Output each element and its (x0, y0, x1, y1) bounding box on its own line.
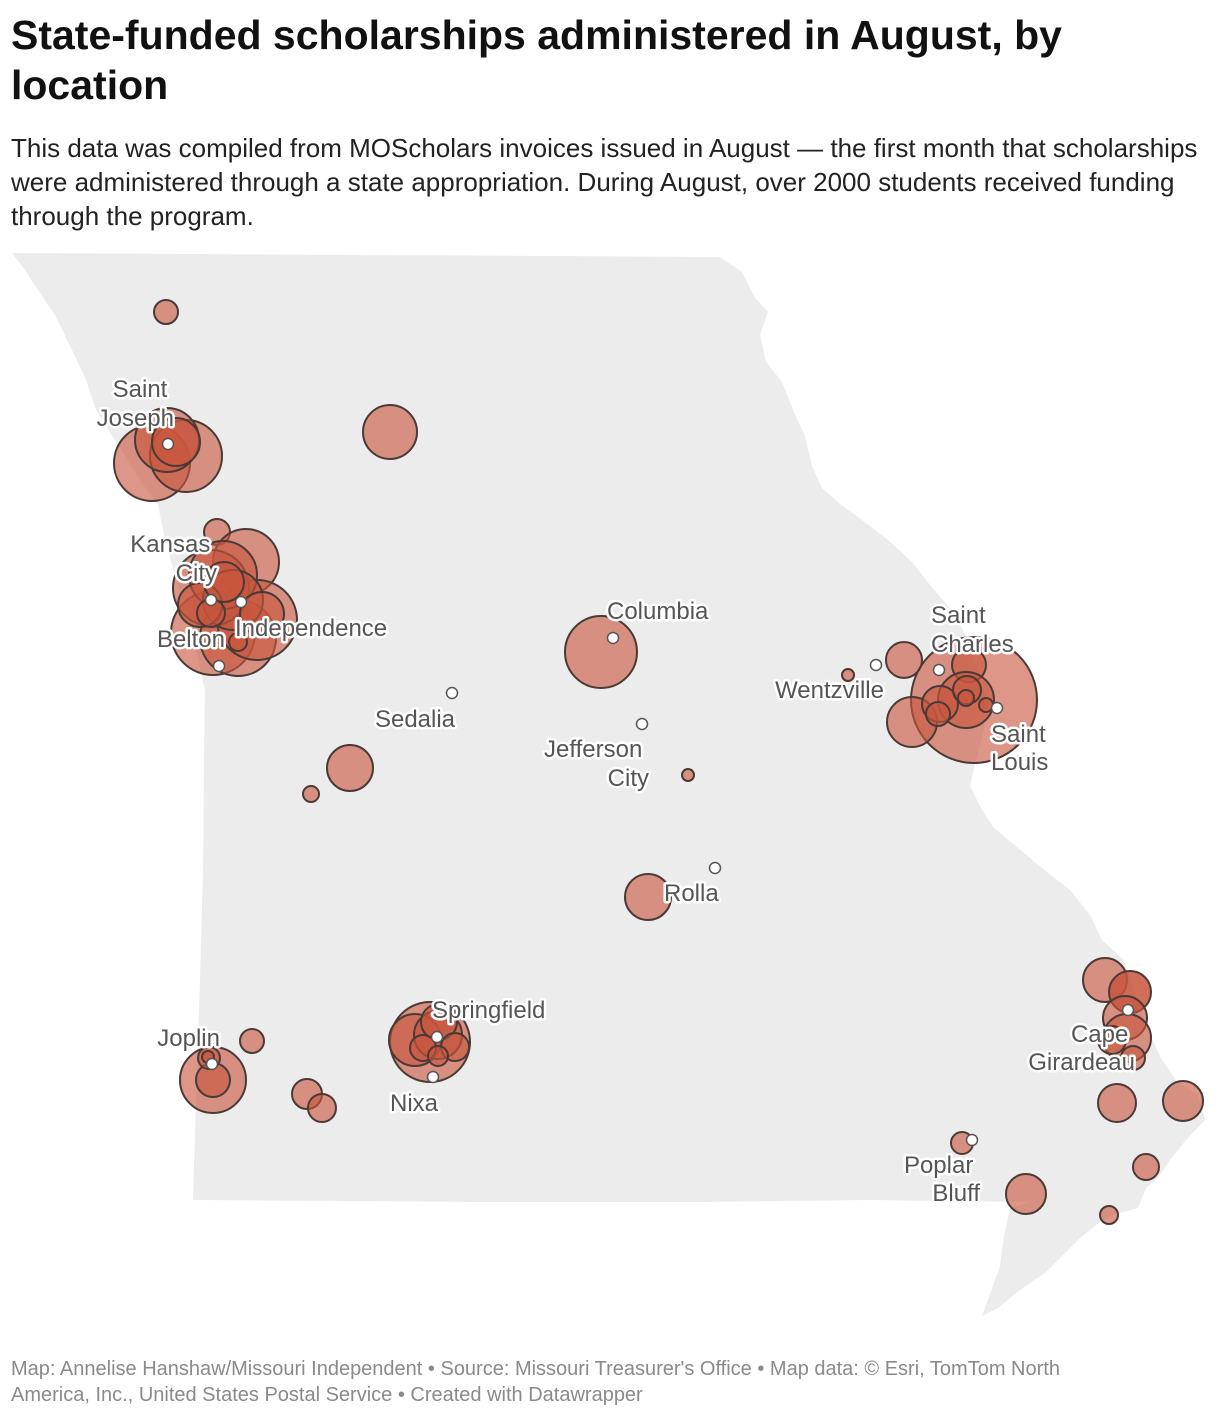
city-marker (990, 701, 1004, 715)
location-bubble[interactable] (326, 744, 374, 792)
city-label-cape-girardeau: Cape Girardeau (1028, 1021, 1135, 1076)
location-bubble[interactable] (427, 1045, 449, 1067)
city-label-poplar-bluff: Poplar Bluff (904, 1152, 980, 1207)
footer-line-credit: Map: Annelise Hanshaw/Missouri Independe… (11, 1358, 1060, 1380)
city-marker (234, 595, 248, 609)
location-bubble[interactable] (362, 404, 418, 460)
city-label-springfield: Springfield (432, 997, 545, 1024)
location-bubble[interactable] (925, 701, 951, 727)
location-bubble[interactable] (302, 785, 320, 803)
city-marker (430, 1030, 444, 1044)
location-bubble[interactable] (1162, 1080, 1204, 1122)
footer-line-data: America, Inc., United States Postal Serv… (11, 1384, 643, 1406)
city-label-kansas-city: Kansas City (130, 531, 217, 587)
location-bubble[interactable] (1005, 1173, 1047, 1215)
location-bubble[interactable] (228, 632, 248, 652)
city-marker (426, 1070, 440, 1084)
city-marker (212, 659, 226, 673)
location-bubble[interactable] (1097, 1083, 1137, 1123)
city-label-joplin: Joplin (157, 1025, 220, 1052)
city-label-saint-louis: Saint Louis (991, 721, 1052, 776)
city-label-sedalia: Sedalia (375, 706, 456, 733)
city-marker (204, 593, 218, 607)
city-label-saint-charles: Saint Charles (931, 602, 1014, 658)
city-label-layer: Saint Joseph Kansas City Independence Be… (94, 374, 1137, 1210)
city-label-belton: Belton (157, 626, 225, 653)
city-marker (635, 717, 649, 731)
city-marker (869, 658, 883, 672)
city-label-saint-joseph: Saint Joseph (97, 376, 174, 432)
city-label-nixa: Nixa (390, 1090, 439, 1117)
city-label-wentzville: Wentzville (775, 677, 884, 704)
city-marker (708, 861, 722, 875)
city-marker-layer (161, 437, 1135, 1147)
missouri-state-shape (12, 253, 1205, 1316)
city-marker (965, 1133, 979, 1147)
location-bubble[interactable] (239, 1028, 265, 1054)
city-marker (205, 1057, 219, 1071)
location-bubble[interactable] (564, 615, 638, 689)
location-bubble[interactable] (1120, 1045, 1146, 1071)
chart-subtitle: This data was compiled from MOScholars i… (11, 133, 1198, 231)
city-marker (161, 437, 175, 451)
location-bubble[interactable] (978, 697, 994, 713)
missouri-map: Saint Joseph Kansas City Independence Be… (12, 253, 1205, 1316)
city-label-independence: Independence (235, 615, 387, 642)
location-bubble[interactable] (151, 417, 201, 467)
location-bubble[interactable] (885, 641, 923, 679)
location-bubble[interactable] (624, 873, 672, 921)
location-bubble[interactable] (153, 299, 179, 325)
city-marker (932, 663, 946, 677)
location-bubble[interactable] (203, 561, 245, 603)
location-bubble[interactable] (239, 591, 285, 637)
city-label-jefferson-city: Jefferson City (544, 736, 649, 792)
city-label-columbia: Columbia (607, 598, 709, 625)
city-marker (606, 631, 620, 645)
location-bubble[interactable] (957, 689, 975, 707)
chart-title: State-funded scholarships administered i… (11, 12, 1062, 108)
location-bubble[interactable] (307, 1093, 337, 1123)
city-label-rolla: Rolla (664, 880, 719, 907)
city-marker (1121, 1003, 1135, 1017)
location-bubble[interactable] (841, 668, 855, 682)
location-bubble[interactable] (1099, 1205, 1119, 1225)
chart-footer: Map: Annelise Hanshaw/Missouri Independe… (11, 1356, 1206, 1408)
location-bubble[interactable] (1132, 1153, 1160, 1181)
location-bubble[interactable] (681, 768, 695, 782)
location-bubble[interactable] (1097, 1025, 1127, 1055)
city-marker (445, 686, 459, 700)
